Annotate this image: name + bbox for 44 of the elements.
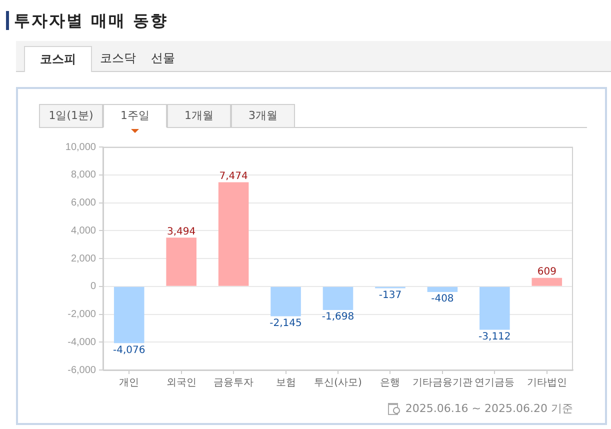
x-tick-label: 보험 <box>276 378 296 389</box>
tab[interactable]: 3개월 <box>231 104 295 128</box>
text: 2025.06.16 ~ 2025.06.20 기준 <box>405 400 573 416</box>
bar <box>166 238 196 286</box>
bar <box>322 286 354 310</box>
y-tick-label: -6,000 <box>68 364 96 376</box>
bar <box>480 286 510 330</box>
x-tick-label: 투신(사모) <box>314 378 362 389</box>
y-tick-label: -2,000 <box>68 309 96 320</box>
data-label: 609 <box>537 266 556 278</box>
y-tick-label: 8,000 <box>70 170 96 181</box>
x-tick-label: 기타법인 <box>526 378 567 389</box>
tab[interactable]: 1주일 <box>103 104 167 128</box>
x-tick-label: 금융투자 <box>214 378 254 389</box>
bar <box>270 286 301 316</box>
x-tick-label: 연기금등 <box>474 378 515 389</box>
x-tick-label: 은행 <box>380 378 400 389</box>
data-label: 7,474 <box>219 170 248 182</box>
data-label: -3,112 <box>478 331 511 342</box>
x-tick-label: 기타금융기관 <box>412 378 472 389</box>
chart-title: 투자자별 매매 동향 <box>6 11 168 30</box>
x-tick-label: 외국인 <box>166 378 196 389</box>
y-tick-label: 10,000 <box>65 142 96 153</box>
tab[interactable]: 코스피 <box>24 46 92 72</box>
tab[interactable]: 1일(1분) <box>39 104 103 128</box>
y-tick-label: 4,000 <box>70 225 96 236</box>
y-tick-label: 2,000 <box>70 253 96 264</box>
x-tick-label: 개인 <box>119 378 140 389</box>
bar <box>114 286 144 344</box>
bar <box>532 278 562 286</box>
data-label: -408 <box>431 294 454 305</box>
y-tick-label: 0 <box>90 281 96 292</box>
bar <box>218 182 249 286</box>
y-tick-label: -4,000 <box>68 336 96 348</box>
data-label: -2,145 <box>270 318 302 329</box>
tab[interactable]: 선물 <box>144 46 182 71</box>
data-label: 3,494 <box>167 226 196 238</box>
data-label: -4,076 <box>112 344 146 356</box>
y-tick-label: 6,000 <box>70 198 96 208</box>
data-label: -137 <box>378 290 402 301</box>
bar <box>427 286 458 292</box>
data-label: -1,698 <box>322 312 354 323</box>
tab[interactable]: 1개월 <box>167 104 231 128</box>
tab[interactable]: 코스닥 <box>92 46 144 71</box>
